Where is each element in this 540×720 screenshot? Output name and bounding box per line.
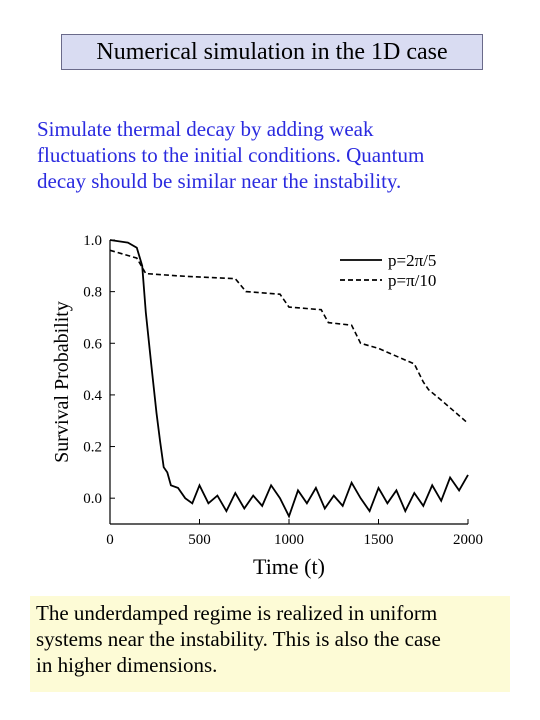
legend-label: p=π/10 — [388, 271, 436, 290]
y-tick-label: 0.6 — [83, 336, 102, 352]
y-tick-label: 0.0 — [83, 491, 102, 507]
series-line-2 — [109, 249, 469, 424]
x-axis-label: Time (t) — [253, 554, 325, 579]
conclusion-line: The underdamped regime is realized in un… — [36, 601, 438, 625]
intro-text: Simulate thermal decay by adding weak fl… — [37, 116, 507, 194]
intro-line: fluctuations to the initial conditions. … — [37, 143, 425, 167]
survival-probability-chart: 0 500 1000 1500 2000 0.0 0.2 0.4 0.6 0.8 1.0 Time (… — [40, 222, 500, 592]
chart-svg: 0 500 1000 1500 2000 0.0 0.2 0.4 0.6 0.8 1.0 Time (… — [51, 233, 483, 579]
x-tick-label: 500 — [188, 532, 211, 548]
conclusion-line: systems near the instability. This is al… — [36, 627, 441, 651]
conclusion-box: The underdamped regime is realized in un… — [30, 596, 510, 692]
conclusion-line: in higher dimensions. — [36, 653, 218, 677]
intro-line: decay should be similar near the instabi… — [37, 169, 402, 193]
x-tick-label: 1500 — [364, 532, 394, 548]
x-tick-label: 2000 — [453, 532, 483, 548]
slide-title: Numerical simulation in the 1D case — [61, 34, 483, 70]
y-tick-label: 0.2 — [83, 440, 102, 456]
x-tick-label: 0 — [106, 532, 114, 548]
y-tick-label: 0.4 — [83, 388, 102, 404]
series-line-1 — [109, 239, 469, 519]
y-tick-label: 1.0 — [83, 233, 102, 249]
x-tick-label: 1000 — [274, 532, 304, 548]
legend-label: p=2π/5 — [388, 251, 436, 270]
y-axis-label: Survival Probability — [51, 301, 73, 463]
y-tick-label: 0.8 — [83, 285, 102, 301]
intro-line: Simulate thermal decay by adding weak — [37, 117, 374, 141]
